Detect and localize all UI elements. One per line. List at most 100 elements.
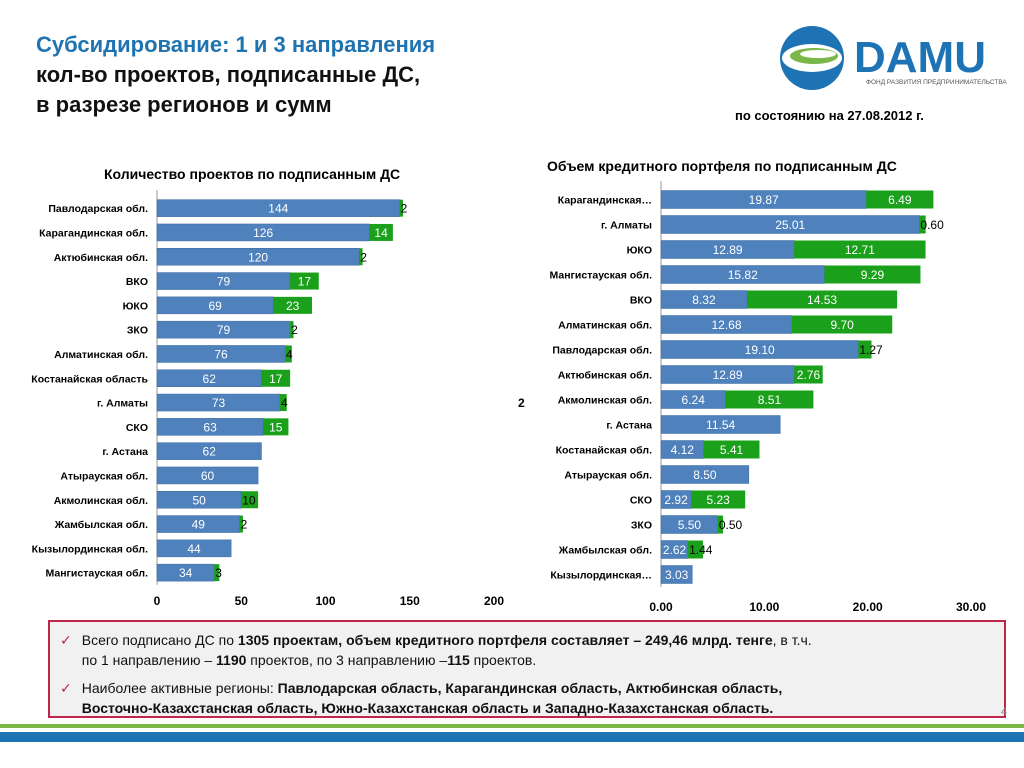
data-label-series1: 3.03 xyxy=(665,568,689,582)
category-label: ЗКО xyxy=(127,325,148,337)
data-label-series2: 8.51 xyxy=(758,393,782,407)
data-label-series2: 2 xyxy=(291,323,298,337)
category-label: ЮКО xyxy=(123,300,148,312)
bar-series2 xyxy=(688,540,703,559)
data-label-series1: 34 xyxy=(179,566,193,580)
data-label-series1: 4.12 xyxy=(671,443,695,457)
bar-series2 xyxy=(919,215,926,234)
data-label-series1: 19.87 xyxy=(749,193,779,207)
data-label-series1: 8.32 xyxy=(692,293,716,307)
x-tick-label: 0.00 xyxy=(649,600,673,614)
logo-tagline: ФОНД РАЗВИТИЯ ПРЕДПРИНИМАТЕЛЬСТВА xyxy=(866,79,1007,86)
data-label-series1: 73 xyxy=(212,396,226,410)
category-label: г. Астана xyxy=(102,446,148,458)
category-label: Карагандинская… xyxy=(558,195,652,207)
bar-series2 xyxy=(273,296,313,314)
data-label-series1: 15.82 xyxy=(728,268,758,282)
category-label: СКО xyxy=(630,495,652,507)
bar-series2 xyxy=(794,365,823,384)
data-label-series2: 17 xyxy=(269,372,283,386)
x-tick-label: 150 xyxy=(400,594,420,608)
bar-series2 xyxy=(280,394,287,412)
category-label: СКО xyxy=(126,422,148,434)
category-label: Мангистауская обл. xyxy=(550,270,653,282)
data-label-series2: 6.49 xyxy=(888,193,912,207)
data-label-series1: 12.68 xyxy=(711,318,741,332)
bar-series2 xyxy=(703,440,760,459)
data-label-series1: 126 xyxy=(253,226,273,240)
data-label-series2: 12.71 xyxy=(845,243,875,257)
data-label-series2: 15 xyxy=(269,420,283,434)
stray-label: 2 xyxy=(518,396,525,410)
data-label-series2: 2 xyxy=(241,518,248,532)
data-label-series2: 9.70 xyxy=(830,318,854,332)
bar-series1 xyxy=(156,466,259,485)
data-label-series1: 12.89 xyxy=(713,368,743,382)
bar-series2 xyxy=(239,515,243,533)
bar-series2 xyxy=(866,190,934,209)
bar-series1 xyxy=(660,515,719,534)
data-label-series1: 25.01 xyxy=(775,218,805,232)
check-icon: ✓ xyxy=(60,680,72,696)
bar-series2 xyxy=(359,248,363,266)
category-label: Атырауская обл. xyxy=(60,470,148,482)
data-label-series2: 1.27 xyxy=(859,343,883,357)
data-label-series1: 120 xyxy=(248,250,268,264)
date-caption: по состоянию на 27.08.2012 г. xyxy=(735,108,924,123)
category-label: ВКО xyxy=(126,276,148,288)
data-label-series2: 23 xyxy=(286,299,300,313)
title-line-1: Субсидирование: 1 и 3 направления xyxy=(36,32,436,57)
data-label-series1: 5.50 xyxy=(678,518,702,532)
data-label-series1: 79 xyxy=(217,275,231,289)
category-label: Алматинская обл. xyxy=(54,349,148,361)
bar-series2 xyxy=(369,223,393,241)
x-tick-label: 50 xyxy=(235,594,249,608)
data-label-series1: 60 xyxy=(201,469,215,483)
data-label-series1: 63 xyxy=(203,420,217,434)
data-label-series1: 69 xyxy=(208,299,222,313)
data-label-series2: 4 xyxy=(286,347,293,361)
bar-series2 xyxy=(214,564,220,582)
category-label: Акмолинская обл. xyxy=(54,495,148,507)
data-label-series2: 5.41 xyxy=(720,443,744,457)
summary-box: ✓ Всего подписано ДС по 1305 проектам, о… xyxy=(48,620,1006,718)
bar-series2 xyxy=(399,199,404,217)
bar-series1 xyxy=(660,415,781,434)
data-label-series1: 2.92 xyxy=(664,493,688,507)
data-label-series2: 14.53 xyxy=(807,293,837,307)
bar-series2 xyxy=(691,490,746,509)
damu-logo: DAMU ФОНД РАЗВИТИЯ ПРЕДПРИНИМАТЕЛЬСТВА xyxy=(780,26,1007,90)
data-label-series2: 17 xyxy=(298,275,312,289)
category-label: Костанайская область xyxy=(31,373,148,385)
bar-series2 xyxy=(746,290,898,309)
category-label: Кызылординская… xyxy=(550,570,652,582)
category-label: г. Алматы xyxy=(97,398,148,410)
category-label: ЮКО xyxy=(627,245,652,257)
bar-series2 xyxy=(290,321,294,339)
bar-series2 xyxy=(792,315,893,334)
category-label: ЗКО xyxy=(631,520,652,532)
category-label: Актюбинская обл. xyxy=(54,252,148,264)
data-label-series1: 62 xyxy=(203,372,217,386)
data-label-series1: 79 xyxy=(217,323,231,337)
category-label: г. Астана xyxy=(606,420,652,432)
category-label: Карагандинская обл. xyxy=(39,227,148,239)
data-label-series1: 44 xyxy=(187,542,201,556)
data-label-series1: 11.54 xyxy=(706,418,735,432)
category-label: Жамбылская обл. xyxy=(558,545,652,557)
category-label: Акмолинская обл. xyxy=(558,395,652,407)
data-label-series1: 144 xyxy=(268,202,288,216)
x-tick-label: 20.00 xyxy=(853,600,883,614)
x-tick-label: 100 xyxy=(315,594,335,608)
category-label: Атырауская обл. xyxy=(564,470,652,482)
title-line-3: в разрезе регионов и сумм xyxy=(36,92,332,117)
data-label-series1: 6.24 xyxy=(682,393,706,407)
data-label-series1: 2.62 xyxy=(663,543,687,557)
bar-series1 xyxy=(660,390,726,409)
bar-series2 xyxy=(285,345,292,363)
data-label-series1: 12.89 xyxy=(713,243,743,257)
data-label-series2: 0.50 xyxy=(719,518,743,532)
bar-series2 xyxy=(858,340,872,359)
x-tick-label: 10.00 xyxy=(749,600,779,614)
